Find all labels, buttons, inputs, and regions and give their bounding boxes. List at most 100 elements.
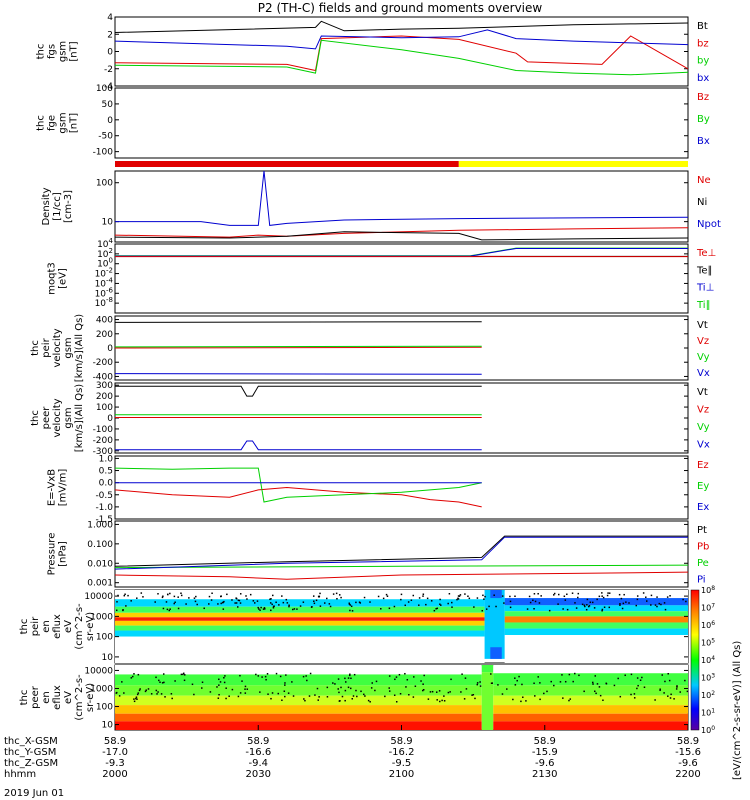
spectrogram-speckle	[388, 687, 390, 689]
y-axis-label: gsm	[58, 112, 69, 133]
spectrogram-speckle	[244, 688, 246, 690]
spectrogram-speckle	[630, 673, 633, 676]
spectrogram-speckle	[287, 692, 290, 694]
spectrogram-speckle	[261, 676, 263, 678]
spectrogram-speckle	[239, 593, 242, 595]
spectrogram-speckle	[385, 593, 388, 596]
spectrogram-speckle	[495, 605, 497, 608]
spectrogram-speckle	[116, 601, 118, 603]
spectrogram-speckle	[278, 604, 280, 606]
spectrogram-speckle	[131, 675, 134, 678]
spectrogram-speckle	[306, 679, 308, 682]
spectrogram-speckle	[363, 596, 366, 599]
spectrogram-speckle	[619, 695, 622, 698]
spectrogram-speckle	[479, 685, 482, 687]
spectrogram-speckle	[264, 608, 266, 610]
spectrogram-speckle	[450, 678, 452, 681]
spectrogram-speckle	[156, 693, 158, 695]
series-group	[115, 467, 482, 508]
spectrogram-speckle	[395, 701, 398, 703]
spectrogram-band	[115, 612, 485, 618]
spectrogram-band	[493, 705, 688, 714]
legend-entry: Vt	[697, 320, 708, 331]
x-row-value: -16.6	[245, 747, 271, 758]
spectrogram-speckle	[339, 700, 341, 702]
spectrogram-speckle	[564, 680, 567, 683]
spectrogram-band	[493, 665, 688, 674]
spectrogram-speckle	[344, 699, 346, 702]
spectrogram-speckle	[574, 602, 576, 604]
y-tick-label: 2	[107, 30, 113, 40]
y-axis-label: peer	[30, 685, 41, 709]
spectrogram-speckle	[583, 604, 586, 607]
spectrogram-speckle	[425, 603, 427, 606]
panel-frame	[114, 455, 689, 520]
spectrogram-speckle	[422, 595, 424, 597]
spectrogram-speckle	[255, 673, 257, 676]
y-axis-label: velocity	[52, 328, 63, 367]
spectrogram-speckle	[660, 603, 662, 606]
spectrogram-speckle	[514, 677, 516, 679]
spectrogram-speckle	[509, 606, 512, 609]
spectrogram-speckle	[388, 675, 391, 677]
spectrogram-speckle	[137, 673, 140, 676]
y-tick-label: 50	[102, 100, 114, 110]
y-axis-label: [nT]	[69, 41, 80, 61]
spectrogram-speckle	[608, 606, 611, 609]
y-axis-label: sr-eV)	[85, 683, 96, 712]
spectrogram-speckle	[682, 598, 684, 601]
spectrogram-speckle	[337, 678, 340, 680]
y-tick-label: 10-8	[95, 296, 113, 309]
legend-entry: Bt	[697, 21, 708, 32]
spectrogram-speckle	[253, 602, 256, 604]
spectrogram-speckle	[231, 599, 233, 601]
spectrogram-speckle	[459, 594, 462, 596]
spectrogram-speckle	[635, 604, 638, 607]
y-tick-label: 10-2	[95, 267, 113, 280]
spectrogram-speckle	[596, 598, 598, 601]
spectrogram-speckle	[328, 603, 331, 605]
spectrogram-speckle	[183, 674, 186, 676]
spectrogram-speckle	[479, 681, 481, 683]
spectrogram-band	[115, 636, 485, 663]
spectrogram-speckle	[493, 594, 495, 596]
spectrogram-speckle	[393, 694, 396, 696]
spectrogram-speckle	[577, 592, 580, 595]
x-row-value: 58.9	[247, 736, 269, 747]
spectrogram-speckle	[578, 674, 580, 677]
spectrogram-speckle	[636, 687, 638, 690]
y-axis-label: [1/cc]	[52, 192, 63, 221]
spectrogram-speckle	[125, 605, 127, 607]
spectrogram-speckle	[534, 695, 536, 697]
spectrogram-speckle	[488, 605, 490, 608]
spectrogram-band	[115, 674, 482, 686]
spectrogram-speckle	[241, 680, 243, 682]
spectrogram-speckle	[244, 692, 247, 694]
x-row-value: -9.6	[535, 758, 555, 769]
spectrogram-speckle	[139, 688, 141, 690]
spectrogram-speckle	[226, 593, 228, 596]
spectrogram-speckle	[165, 601, 168, 603]
y-axis-label: (cm^2-s-	[74, 603, 85, 650]
spectrogram-speckle	[412, 594, 415, 597]
spectrogram-band	[115, 721, 482, 730]
y-tick-label: 100	[96, 179, 113, 189]
spectrogram-speckle	[351, 698, 354, 700]
spectrogram-speckle	[553, 594, 555, 596]
spectrogram-speckle	[619, 603, 621, 605]
spectrogram-speckle	[259, 691, 261, 693]
spectrogram-speckle	[568, 699, 570, 702]
x-row-value: -9.4	[248, 758, 268, 769]
spectrogram-speckle	[136, 597, 138, 599]
spectrogram-speckle	[308, 695, 311, 697]
spectrogram-speckle	[413, 676, 415, 678]
spectrogram-speckle	[408, 694, 410, 696]
spectrogram-speckle	[566, 608, 569, 611]
y-tick-label: -2	[104, 65, 113, 75]
spectrogram-speckle	[164, 696, 166, 698]
spectrogram-speckle	[440, 604, 442, 606]
spectrogram-speckle	[410, 599, 413, 601]
spectrogram-speckle	[285, 674, 287, 676]
spectrogram-speckle	[257, 675, 260, 677]
